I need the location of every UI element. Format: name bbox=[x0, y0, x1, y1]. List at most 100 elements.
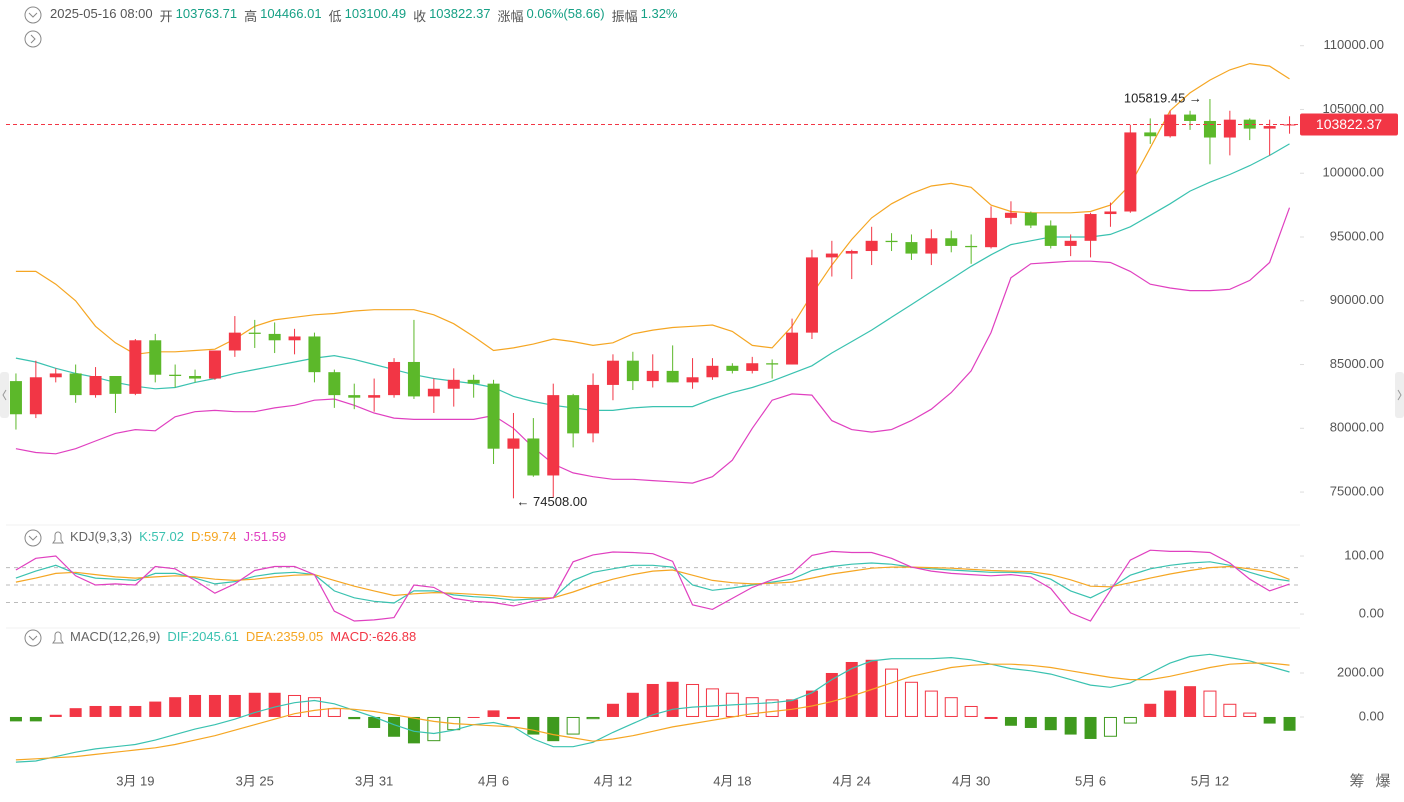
candle-body bbox=[805, 257, 818, 333]
legend-entry: DIF:2045.61 bbox=[167, 629, 239, 644]
candle-body bbox=[666, 370, 679, 383]
candle-body bbox=[189, 375, 202, 379]
candle-body bbox=[348, 395, 361, 398]
macd-bar bbox=[745, 697, 759, 717]
y-tick-label: 85000.00 bbox=[1330, 356, 1384, 371]
x-tick-label: 3月 25 bbox=[236, 773, 274, 788]
macd-bar bbox=[49, 714, 62, 717]
x-tick-label: 5月 6 bbox=[1075, 773, 1106, 788]
candle-body bbox=[547, 395, 560, 476]
candle-body bbox=[865, 240, 878, 252]
bollinger-band bbox=[15, 143, 1290, 411]
y-tick-label: 90000.00 bbox=[1330, 292, 1384, 307]
macd-bar bbox=[1203, 690, 1217, 717]
macd-bar bbox=[1004, 716, 1017, 726]
candle-body bbox=[985, 217, 998, 248]
candle-body bbox=[746, 363, 759, 371]
candle-body bbox=[507, 438, 520, 449]
candle-body bbox=[1124, 132, 1137, 212]
macd-bar bbox=[1184, 686, 1197, 717]
candle-body bbox=[527, 438, 540, 476]
chip-icon[interactable]: 筹 bbox=[1349, 773, 1364, 790]
liquidation-icon[interactable]: 爆 bbox=[1375, 773, 1390, 790]
candle-body bbox=[407, 361, 420, 397]
kdj-line bbox=[15, 561, 1290, 604]
header-label: 开 bbox=[159, 9, 173, 24]
candle-body bbox=[487, 383, 500, 449]
candle-body bbox=[1184, 114, 1197, 121]
macd-bar bbox=[69, 708, 82, 717]
macd-legend: MACD(12,26,9) DIF:2045.61 DEA:2359.05 MACD… bbox=[70, 629, 416, 644]
macd-collapse-icon bbox=[28, 635, 38, 641]
macd-bar bbox=[825, 672, 838, 717]
macd-bar bbox=[388, 716, 401, 737]
macd-bar bbox=[189, 694, 202, 717]
candle-body bbox=[109, 375, 122, 394]
header-label: 振幅 bbox=[611, 9, 638, 24]
kdj-collapse-icon bbox=[28, 535, 38, 541]
kdj-alert-icon[interactable] bbox=[52, 531, 64, 544]
candle-body bbox=[467, 379, 480, 384]
macd-bar bbox=[228, 694, 241, 717]
candle-body bbox=[1203, 120, 1216, 138]
macd-bar bbox=[845, 661, 858, 717]
macd-bar bbox=[149, 701, 162, 717]
macd-alert-icon[interactable] bbox=[52, 631, 64, 644]
bollinger-band bbox=[15, 207, 1291, 484]
candle-body bbox=[328, 372, 341, 396]
header-value: 1.32% bbox=[640, 6, 678, 21]
candle-body bbox=[1044, 225, 1057, 246]
collapse-button[interactable] bbox=[24, 6, 42, 24]
legend-entry: K:57.02 bbox=[139, 529, 184, 544]
macd-bar bbox=[208, 694, 221, 717]
candle-body bbox=[129, 340, 142, 394]
left-arrow bbox=[2, 389, 7, 401]
candle-body bbox=[288, 336, 301, 341]
candle-body bbox=[1243, 119, 1256, 129]
legend-entry: J:51.59 bbox=[243, 529, 287, 544]
macd-bar bbox=[1223, 703, 1237, 717]
y-tick-label: 100.00 bbox=[1344, 547, 1384, 562]
header-value: 0.06%(58.66) bbox=[526, 6, 605, 21]
macd-bar bbox=[1103, 716, 1117, 737]
expand-icon bbox=[30, 34, 36, 44]
header-value: 103763.71 bbox=[175, 6, 238, 21]
x-tick-label: 3月 31 bbox=[355, 773, 393, 788]
macd-bar bbox=[626, 692, 639, 717]
y-tick-label: 0.00 bbox=[1359, 606, 1384, 621]
expand-button[interactable] bbox=[24, 30, 42, 48]
macd-collapse-button[interactable] bbox=[24, 629, 42, 647]
candle-body bbox=[606, 360, 619, 385]
kdj-line bbox=[15, 549, 1290, 622]
header-label: 收 bbox=[413, 9, 427, 24]
macd-bar bbox=[606, 703, 619, 717]
x-tick-label: 4月 24 bbox=[833, 773, 871, 788]
candle-body bbox=[1144, 132, 1157, 137]
kdj-legend: KDJ(9,3,3) K:57.02 D:59.74 J:51.59 bbox=[70, 529, 286, 544]
macd-bar bbox=[865, 659, 878, 717]
bollinger-band bbox=[15, 62, 1290, 355]
candle-body bbox=[885, 240, 898, 243]
left-scroll-handle[interactable] bbox=[0, 372, 9, 418]
candle-body bbox=[89, 375, 102, 396]
candle-body bbox=[248, 332, 261, 334]
candle-body bbox=[208, 350, 221, 379]
macd-bar bbox=[666, 681, 679, 717]
macd-bar bbox=[307, 697, 321, 717]
macd-bar bbox=[1024, 716, 1037, 728]
candle-body bbox=[1024, 212, 1037, 226]
current-price-box bbox=[1300, 113, 1398, 136]
macd-title: MACD(12,26,9) bbox=[70, 629, 161, 644]
macd-bar bbox=[1283, 716, 1296, 731]
candle-body bbox=[706, 365, 719, 378]
candle-body bbox=[686, 377, 699, 383]
candle-body bbox=[965, 245, 978, 248]
current-price-label: 103822.37 bbox=[1316, 116, 1382, 132]
y-tick-label: 2000.00 bbox=[1337, 664, 1384, 679]
macd-bar bbox=[89, 705, 102, 717]
kdj-collapse-button[interactable] bbox=[24, 529, 42, 547]
right-scroll-handle[interactable] bbox=[1395, 372, 1404, 418]
macd-bar bbox=[1144, 703, 1157, 717]
macd-bar bbox=[705, 688, 719, 717]
